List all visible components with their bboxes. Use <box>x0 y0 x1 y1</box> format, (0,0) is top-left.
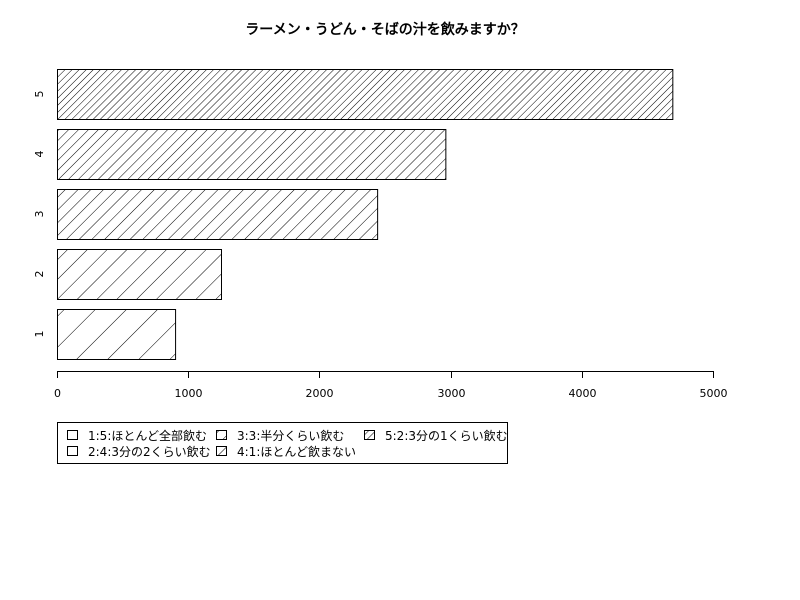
legend-item-3: 3:3:半分くらい飲む <box>216 428 344 443</box>
bar-4 <box>57 129 447 180</box>
legend-swatch-2 <box>67 446 78 456</box>
legend-swatch-4 <box>216 446 227 456</box>
bars-group <box>57 69 674 360</box>
legend-item-2: 2:4:3分の2くらい飲む <box>67 444 211 459</box>
x-tick-label-1000: 1000 <box>175 387 203 400</box>
bar-2 <box>57 249 222 300</box>
x-axis: 0 1000 2000 3000 4000 5000 <box>54 371 728 400</box>
y-tick-label-5: 5 <box>33 91 46 98</box>
x-tick-label-0: 0 <box>54 387 61 400</box>
chart-title: ラーメン・うどん・そばの汁を飲みますか？ <box>245 21 524 38</box>
x-tick-label-4000: 4000 <box>569 387 597 400</box>
bar-3 <box>57 189 379 240</box>
legend-item-4: 4:1:ほとんど飲まない <box>216 444 356 459</box>
bar-1 <box>57 309 177 360</box>
legend-swatch-3 <box>216 430 227 440</box>
legend-box <box>57 422 508 464</box>
legend-swatch-5 <box>364 430 375 440</box>
x-tick-label-3000: 3000 <box>438 387 466 400</box>
bar-5 <box>57 69 674 120</box>
x-tick-label-2000: 2000 <box>306 387 334 400</box>
x-tick-label-5000: 5000 <box>700 387 728 400</box>
y-tick-label-1: 1 <box>33 331 46 338</box>
legend-label-3: 3:3:半分くらい飲む <box>237 428 344 443</box>
y-tick-label-4: 4 <box>33 151 46 158</box>
legend-item-1: 1:5:ほとんど全部飲む <box>67 428 207 443</box>
legend-swatch-1 <box>67 430 78 440</box>
legend-label-4: 4:1:ほとんど飲まない <box>237 444 356 459</box>
legend-item-5: 5:2:3分の1くらい飲む <box>364 428 508 443</box>
y-tick-label-3: 3 <box>33 211 46 218</box>
y-tick-label-2: 2 <box>33 271 46 278</box>
y-tick-labels: 1 2 3 4 5 <box>33 91 46 338</box>
legend-label-5: 5:2:3分の1くらい飲む <box>385 428 508 443</box>
legend-label-1: 1:5:ほとんど全部飲む <box>88 428 207 443</box>
legend-label-2: 2:4:3分の2くらい飲む <box>88 444 211 459</box>
